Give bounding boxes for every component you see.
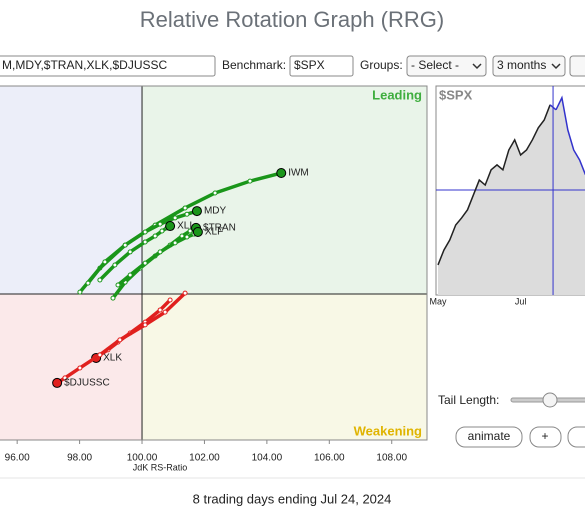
price-connector [549,104,557,111]
series-label: XLK [103,353,122,364]
tail-point [247,178,253,184]
tail-head [192,226,203,237]
tail-point [162,309,168,315]
tail-point [142,239,148,245]
tail-point [62,375,68,381]
slider-thumb[interactable] [542,392,558,408]
tail-point [102,259,108,265]
series-label: XLF [205,227,223,238]
page-title: Relative Rotation Graph (RRG) [140,7,444,32]
tail-point [77,289,83,295]
tail-point [152,233,158,239]
benchmark-label: Benchmark: [222,58,286,72]
series-label: $DJUSSC [64,378,110,389]
tail-point [172,240,178,246]
quadrant-lagging [0,294,143,440]
mini-title: $SPX [439,87,473,102]
tail-point [85,280,91,286]
tail-head [276,168,287,179]
tail-point [187,228,193,234]
tail-point [122,242,128,248]
tail-point [184,234,190,240]
quadrant-label: Weakening [354,423,422,438]
footer: 8 trading days ending Jul 24, 2024 [193,491,392,506]
plus-button[interactable] [529,426,562,448]
price-area [438,97,585,295]
series-label: IWM [288,168,309,179]
price-line-highlight [555,95,585,176]
tail-point [142,260,148,266]
x-tick-label: 98.00 [67,453,92,464]
tail-point [157,307,163,313]
benchmark-text: $SPX [294,58,325,72]
button-text: + [541,429,548,443]
tail-point [142,322,148,328]
x-tick-label: 108.00 [376,453,407,464]
x-tick-label: 96.00 [5,453,30,464]
period-select[interactable] [492,55,566,77]
animate-button[interactable] [455,426,523,448]
tail-point [127,249,133,255]
quadrant-weakening [142,294,428,440]
tail-point [182,290,188,296]
tail-point [184,211,190,217]
x-tick-label: 104.00 [252,453,283,464]
benchmark-input[interactable] [289,55,354,77]
series-label: $TRAN [203,223,236,234]
tail-point [182,205,188,211]
tail-point [157,249,163,255]
tail-point [172,215,178,221]
tail-point [97,277,103,283]
tail-point [159,228,165,234]
tail-point [167,297,173,303]
quadrant-improving [0,86,143,295]
plot-frame [0,85,428,441]
groups-select[interactable] [406,55,487,77]
tail-head [191,206,202,217]
tail-point [212,190,218,196]
quadrant-leading [142,86,428,295]
x-tick-label: 106.00 [314,453,345,464]
tail-point [117,337,123,343]
groups-label: Groups: [360,58,403,72]
tail-point [112,262,118,268]
minus-button[interactable] [567,426,585,448]
period-text: 3 months [497,58,546,72]
tail-point [97,352,103,358]
tail-point [77,365,83,371]
tail-point [142,229,148,235]
tail-head [52,377,63,388]
x-tick-label: 102.00 [189,453,220,464]
tail-point [110,295,116,301]
symbols-input[interactable] [0,55,216,77]
tail-point [127,272,133,278]
groups-text: - Select - [411,58,459,72]
tail-length-label: Tail Length: [438,393,499,407]
tail-point [115,282,121,288]
x-axis-label: JdK RS-Ratio [133,462,188,472]
x-tick-label: May [429,296,447,306]
x-tick-label: Jul [515,296,527,306]
tail [55,291,187,385]
tail-head [165,221,176,232]
quadrant-label: Leading [372,87,422,102]
series-label: XLI [177,221,192,232]
symbols-text: M,MDY,$TRAN,XLK,$DJUSSC [2,58,167,72]
tail-point [157,221,163,227]
more-select[interactable] [569,55,585,77]
price-line [437,104,551,266]
x-tick-label: 100.00 [127,453,158,464]
dropdown-arrow [551,63,561,70]
dropdown-arrow [472,63,482,70]
series-label: MDY [204,206,227,217]
button-text: animate [468,429,511,443]
